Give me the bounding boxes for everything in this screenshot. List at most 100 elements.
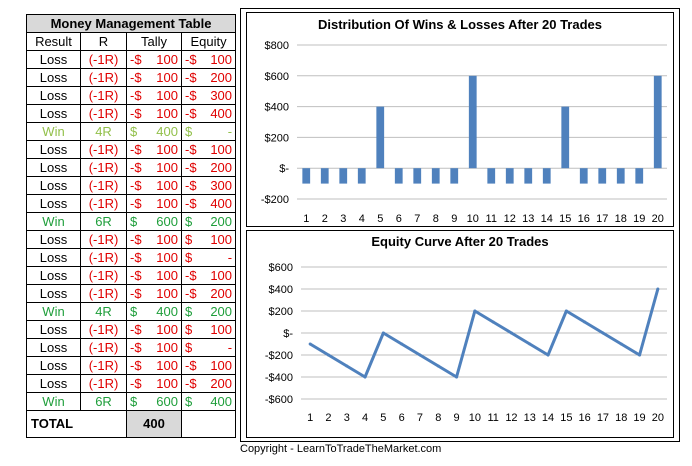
bar: [579, 168, 588, 184]
cell-r-multiple: (-1R): [80, 284, 127, 303]
cell-equity: -$ 100: [180, 266, 237, 285]
equity-currency: $: [185, 214, 193, 229]
cell-equity: -$ 200: [180, 158, 237, 177]
cell-equity: -$ 200: [180, 374, 237, 393]
tally-currency: -$: [130, 178, 142, 193]
tally-currency: -$: [130, 358, 142, 373]
cell-r-multiple: (-1R): [80, 68, 127, 87]
table-row: Loss (-1R) -$ 100 -$ 200: [26, 158, 237, 177]
cell-result: Loss: [26, 158, 81, 177]
equity-currency: -$: [185, 106, 197, 121]
cell-equity: $ -: [180, 122, 237, 141]
cell-r-multiple: (-1R): [80, 266, 127, 285]
cell-equity: -$ 100: [180, 140, 237, 159]
data-point: [583, 320, 587, 324]
equity-amount: 100: [210, 322, 233, 337]
money-management-table: Money Management Table Result R Tally Eq…: [25, 14, 237, 438]
x-tick-label: 18: [615, 412, 627, 424]
bar: [542, 168, 551, 184]
table-row: Win 6R $600 $400: [26, 392, 237, 411]
equity-amount: 200: [210, 214, 233, 229]
table-row: Loss (-1R) -$ 100 $ -: [26, 248, 237, 267]
cell-r-multiple: (-1R): [80, 338, 127, 357]
table-row: Loss (-1R) -$ 100 -$ 100: [26, 140, 237, 159]
x-tick-label: 19: [633, 213, 645, 225]
tally-currency: -$: [130, 70, 142, 85]
bar: [598, 168, 607, 184]
x-tick-label: 10: [467, 213, 479, 225]
bar: [524, 168, 533, 184]
bar: [376, 106, 385, 169]
equity-currency: -$: [185, 376, 197, 391]
cell-equity: -$ 100: [180, 50, 237, 69]
cell-equity: -$ 400: [180, 194, 237, 213]
x-tick-label: 8: [433, 213, 439, 225]
x-tick-label: 6: [396, 213, 402, 225]
equity-currency: -$: [185, 142, 197, 157]
equity-amount: 400: [210, 106, 233, 121]
cell-result: Loss: [26, 230, 81, 249]
equity-currency: $: [185, 304, 193, 319]
x-tick-label: 7: [417, 412, 423, 424]
cell-tally: -$ 100: [126, 158, 182, 177]
tally-currency: -$: [130, 250, 142, 265]
equity-amount: 100: [210, 142, 233, 157]
table-row: Win 4R $400 $200: [26, 302, 237, 321]
cell-tally: -$ 100: [126, 248, 182, 267]
cell-equity: $100: [180, 230, 237, 249]
equity-currency: -$: [185, 268, 197, 283]
tally-amount: 100: [156, 196, 178, 211]
x-tick-label: 4: [362, 412, 368, 424]
cell-result: Loss: [26, 248, 81, 267]
table-row: Loss (-1R) -$ 100 -$ 200: [26, 284, 237, 303]
x-tick-label: 13: [522, 213, 534, 225]
equity-amount: 400: [210, 394, 233, 409]
bar: [561, 106, 570, 169]
header-result: Result: [26, 32, 81, 51]
y-tick-label: -$600: [265, 394, 293, 406]
cell-result: Loss: [26, 284, 81, 303]
cell-equity: -$ 300: [180, 176, 237, 195]
tally-currency: -$: [130, 142, 142, 157]
cell-equity: $400: [180, 392, 237, 411]
bar: [413, 168, 422, 184]
cell-r-multiple: 6R: [80, 392, 127, 411]
cell-r-multiple: (-1R): [80, 176, 127, 195]
bar: [450, 168, 459, 184]
y-tick-label: -$200: [265, 350, 293, 362]
equity-amount: 300: [210, 88, 233, 103]
equity-amount: -: [227, 124, 233, 139]
x-tick-label: 20: [652, 412, 664, 424]
equity-currency: -$: [185, 70, 197, 85]
x-tick-label: 17: [597, 412, 609, 424]
x-tick-label: 3: [344, 412, 350, 424]
equity-currency: $: [185, 250, 193, 265]
cell-equity: $ -: [180, 248, 237, 267]
table-row: Loss (-1R) -$ 100 -$ 200: [26, 374, 237, 393]
cell-tally: -$ 100: [126, 104, 182, 123]
tally-amount: 100: [156, 178, 178, 193]
equity-currency: $: [185, 232, 193, 247]
x-tick-label: 20: [652, 213, 664, 225]
data-point: [363, 375, 367, 379]
cell-tally: -$ 100: [126, 230, 182, 249]
cell-result: Loss: [26, 194, 81, 213]
x-tick-label: 14: [542, 412, 554, 424]
cell-tally: -$ 100: [126, 50, 182, 69]
cell-result: Loss: [26, 86, 81, 105]
bar: [616, 168, 625, 184]
tally-currency: -$: [130, 322, 142, 337]
cell-equity: -$ 200: [180, 284, 237, 303]
cell-result: Win: [26, 122, 81, 141]
cell-tally: -$ 100: [126, 176, 182, 195]
cell-result: Loss: [26, 320, 81, 339]
equity-currency: $: [185, 322, 193, 337]
cell-tally: -$ 100: [126, 68, 182, 87]
x-tick-label: 15: [560, 412, 572, 424]
equity-amount: 200: [210, 376, 233, 391]
total-label: TOTAL: [26, 410, 81, 438]
table-row: Loss (-1R) -$ 100 $ -: [26, 338, 237, 357]
equity-amount: 100: [210, 52, 233, 67]
bar: [653, 75, 662, 169]
x-tick-label: 6: [399, 412, 405, 424]
